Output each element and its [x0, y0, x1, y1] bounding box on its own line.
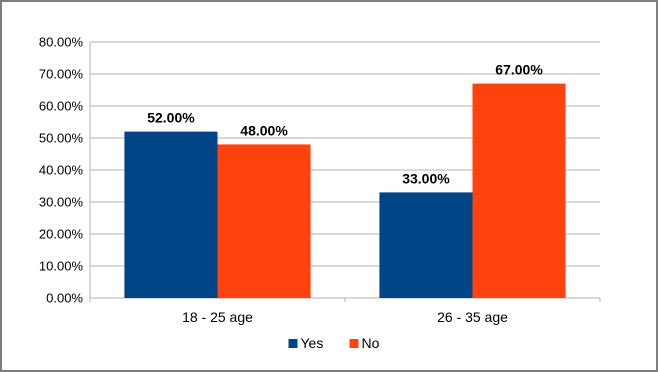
data-labels: 52.00% 48.00% 33.00% 67.00% — [147, 62, 543, 187]
legend: Yes No — [288, 335, 380, 351]
y-tick-label: 70.00% — [39, 67, 84, 82]
bar-yes-1 — [124, 131, 218, 298]
y-tick-label: 30.00% — [39, 195, 84, 210]
x-axis-categories: 18 - 25 age 26 - 35 age — [182, 309, 508, 325]
x-category-label: 26 - 35 age — [437, 309, 508, 325]
legend-swatch-yes — [288, 339, 298, 348]
data-label: 48.00% — [240, 122, 288, 138]
bar-no-2 — [472, 83, 566, 298]
x-category-label: 18 - 25 age — [182, 309, 253, 325]
legend-label-yes: Yes — [301, 335, 324, 351]
data-label: 67.00% — [495, 62, 543, 78]
y-tick-label: 0.00% — [46, 291, 83, 306]
legend-swatch-no — [349, 339, 359, 348]
y-tick-label: 10.00% — [39, 259, 84, 274]
y-tick-label: 80.00% — [39, 35, 84, 50]
data-label: 33.00% — [402, 170, 450, 186]
bar-no-1 — [217, 144, 311, 298]
y-tick-label: 20.00% — [39, 227, 84, 242]
bars — [124, 83, 566, 298]
y-tick-label: 40.00% — [39, 163, 84, 178]
y-axis-ticks: 0.00% 10.00% 20.00% 30.00% 40.00% 50.00% 60.00… — [39, 35, 84, 306]
y-tick-label: 50.00% — [39, 131, 84, 146]
data-label: 52.00% — [147, 110, 195, 126]
legend-label-no: No — [362, 335, 380, 351]
bar-yes-2 — [379, 192, 473, 298]
y-tick-label: 60.00% — [39, 99, 84, 114]
